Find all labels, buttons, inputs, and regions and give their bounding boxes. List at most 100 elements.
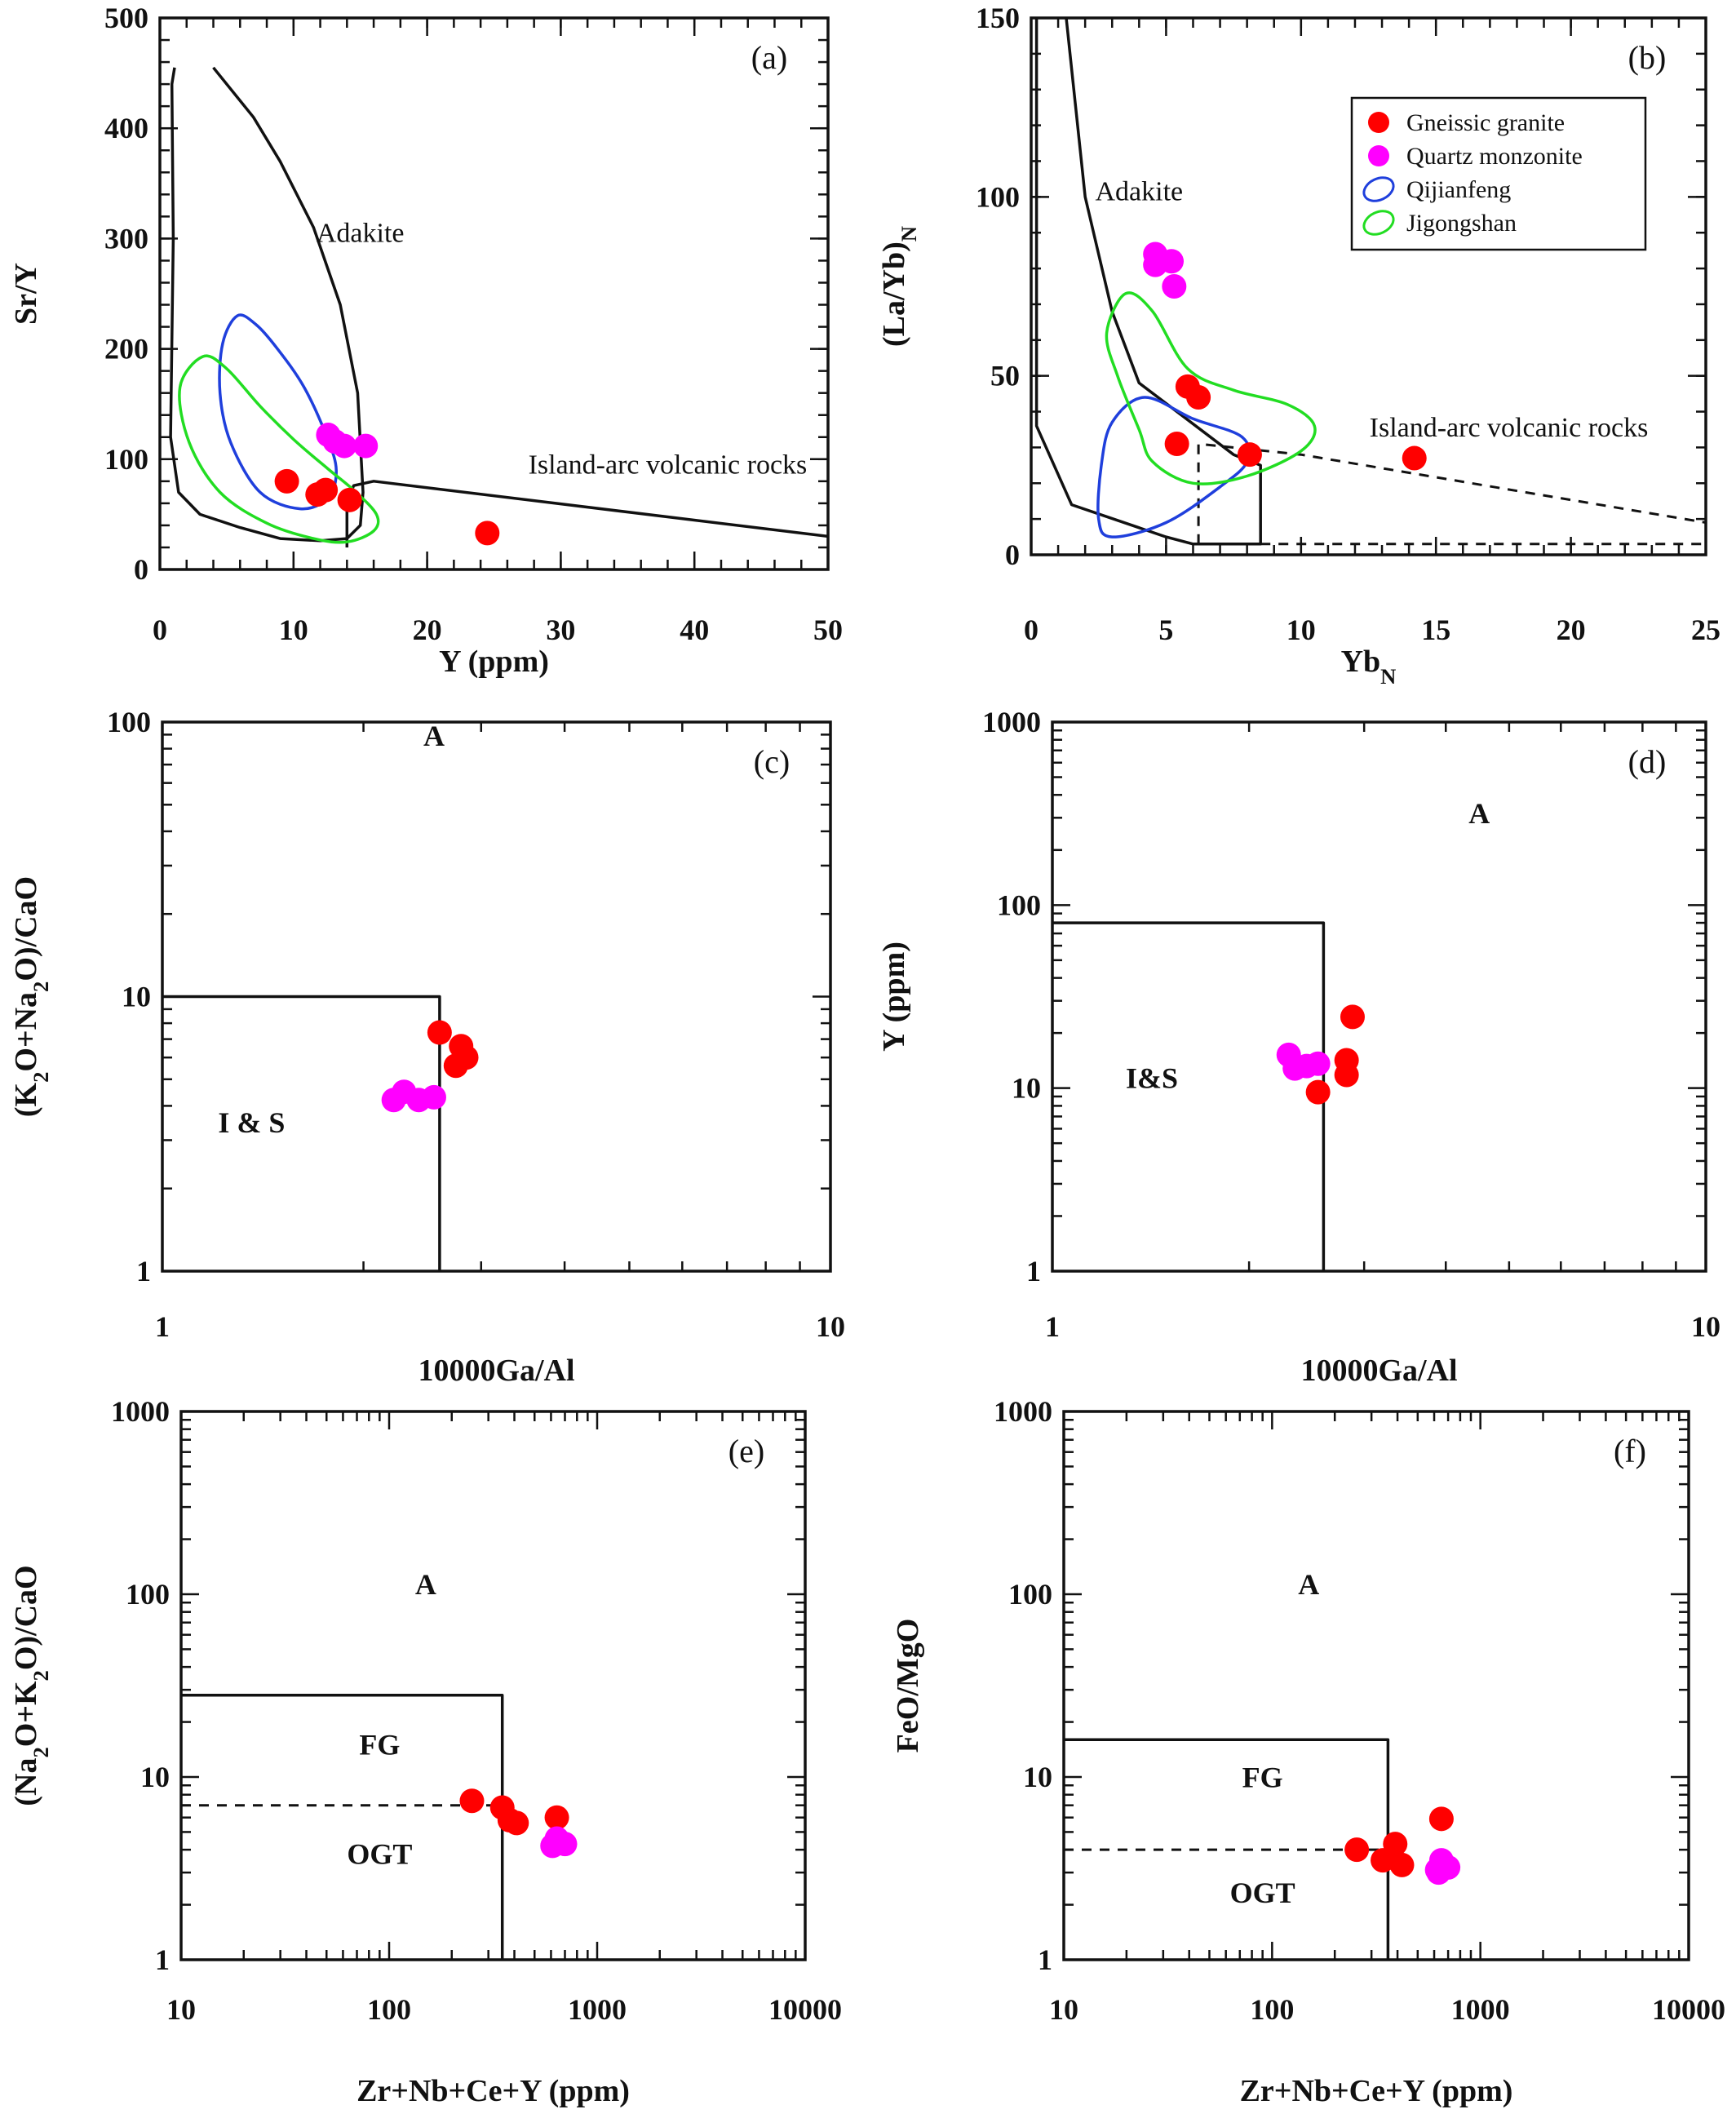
y-tick-label: 0 xyxy=(134,553,148,586)
y-tick-label: 0 xyxy=(1005,538,1020,571)
y-tick-label: 200 xyxy=(104,333,148,366)
field-label: Island-arc volcanic rocks xyxy=(529,450,808,480)
gneissic-granite-point xyxy=(475,521,500,546)
field-boundary xyxy=(1034,18,1262,546)
gneissic-granite-point xyxy=(1402,445,1427,471)
x-tick-label: 10 xyxy=(279,614,308,646)
y-tick-label: 1000 xyxy=(982,706,1041,738)
y-tick-label: 10 xyxy=(122,981,151,1013)
field-boundary xyxy=(162,995,441,1271)
field-boundary xyxy=(1064,1738,1390,1960)
x-axis-label: YbN xyxy=(1341,645,1397,689)
quartz-monzonite-point xyxy=(353,433,379,459)
field-boundary xyxy=(169,66,365,543)
region-qijianfeng xyxy=(1096,396,1251,538)
field-label: A xyxy=(1298,1568,1319,1601)
field-label: FG xyxy=(1242,1761,1283,1793)
panel-tag: (c) xyxy=(754,743,790,780)
legend-box xyxy=(1350,96,1647,251)
x-tick-label: 20 xyxy=(1557,614,1586,646)
legend: Gneissic granite Quartz monzonite Qijianfe… xyxy=(1350,96,1647,251)
legend-label: Gneissic granite xyxy=(1406,109,1565,136)
legend-marker xyxy=(1368,145,1389,166)
x-tick-label: 10 xyxy=(1286,614,1316,646)
x-axis-label: 10000Ga/Al xyxy=(1300,1354,1457,1388)
y-tick-label: 300 xyxy=(104,222,148,255)
field-label: A xyxy=(1468,797,1490,830)
gneissic-granite-point xyxy=(1186,384,1211,410)
x-tick-label: 40 xyxy=(680,614,709,646)
quartz-monzonite-point xyxy=(552,1832,578,1857)
gneissic-granite-point xyxy=(1334,1062,1359,1088)
field-label: OGT xyxy=(1230,1877,1295,1909)
legend-label: Qijianfeng xyxy=(1406,176,1511,203)
field-label: A xyxy=(423,720,445,752)
x-axis-label: Zr+Nb+Ce+Y (ppm) xyxy=(356,2074,630,2108)
field-boundary xyxy=(345,480,828,538)
quartz-monzonite-point xyxy=(1162,274,1187,299)
field-label: OGT xyxy=(347,1837,412,1870)
field-label: I&S xyxy=(1126,1062,1178,1095)
x-tick-label: 1000 xyxy=(1451,1993,1510,2026)
gneissic-granite-point xyxy=(1340,1004,1365,1030)
x-tick-label: 10000 xyxy=(1652,1993,1725,2026)
plot-frame xyxy=(179,1410,807,1961)
y-tick-label: 100 xyxy=(997,888,1041,921)
y-tick-label: 100 xyxy=(976,180,1020,213)
y-axis-label: (La/Yb)N xyxy=(877,226,921,347)
legend-label: Quartz monzonite xyxy=(1406,143,1583,170)
axis-ticks xyxy=(1051,720,1707,1273)
y-tick-label: 1 xyxy=(155,1943,170,1976)
x-tick-label: 10 xyxy=(1691,1310,1720,1343)
gneissic-granite-point xyxy=(1344,1837,1370,1863)
quartz-monzonite-point xyxy=(1305,1051,1331,1076)
y-tick-label: 100 xyxy=(107,706,151,738)
legend-marker xyxy=(1368,112,1389,133)
y-tick-label: 1000 xyxy=(111,1395,170,1428)
x-tick-label: 0 xyxy=(153,614,167,646)
y-tick-label: 1 xyxy=(1026,1255,1041,1287)
gneissic-granite-point xyxy=(313,477,339,503)
legend-label: Jigongshan xyxy=(1406,210,1517,237)
x-tick-label: 5 xyxy=(1158,614,1173,646)
region-jigongshan xyxy=(178,354,380,544)
quartz-monzonite-point xyxy=(421,1084,446,1110)
y-tick-label: 100 xyxy=(1008,1578,1052,1611)
x-tick-label: 30 xyxy=(546,614,575,646)
x-tick-label: 25 xyxy=(1691,614,1720,646)
x-tick-label: 10 xyxy=(166,1993,196,2026)
x-axis-label: Zr+Nb+Ce+Y (ppm) xyxy=(1240,2074,1513,2108)
plot-frame xyxy=(1051,720,1707,1273)
x-tick-label: 10000 xyxy=(768,1993,842,2026)
axis-ticks xyxy=(1062,1410,1690,1961)
y-tick-label: 500 xyxy=(104,2,148,34)
gneissic-granite-point xyxy=(1383,1832,1408,1857)
gneissic-granite-point xyxy=(1305,1079,1331,1105)
plot-frame xyxy=(158,16,830,571)
x-tick-label: 10 xyxy=(816,1310,845,1343)
gneissic-granite-point xyxy=(1237,442,1262,467)
panel-e: 10 100 1000 10000 1 10 100 1000 Zr+Nb+Ce+Y (ppm)… xyxy=(9,1395,842,2108)
quartz-monzonite-point xyxy=(332,433,357,459)
field-label: I & S xyxy=(218,1106,285,1139)
plot-frame xyxy=(1062,1410,1690,1961)
gneissic-granite-point xyxy=(274,468,299,494)
y-tick-label: 50 xyxy=(990,360,1020,392)
field-label: Island-arc volcanic rocks xyxy=(1370,413,1649,443)
x-tick-label: 10 xyxy=(1049,1993,1078,2026)
y-tick-label: 1000 xyxy=(994,1395,1052,1428)
field-boundary xyxy=(1197,442,1706,544)
x-tick-label: 100 xyxy=(1250,1993,1294,2026)
y-axis-label: Y (ppm) xyxy=(877,942,911,1052)
y-tick-label: 10 xyxy=(1012,1072,1041,1105)
y-tick-label: 100 xyxy=(126,1578,170,1611)
y-axis-label: FeO/MgO xyxy=(891,1619,925,1753)
x-tick-label: 15 xyxy=(1421,614,1450,646)
field-label: Adakite xyxy=(1095,177,1183,207)
x-axis-label: 10000Ga/Al xyxy=(418,1354,574,1388)
legend-marker xyxy=(1362,210,1395,236)
gneissic-granite-point xyxy=(544,1805,569,1830)
x-tick-label: 1 xyxy=(1045,1310,1060,1343)
x-tick-label: 1000 xyxy=(568,1993,627,2026)
